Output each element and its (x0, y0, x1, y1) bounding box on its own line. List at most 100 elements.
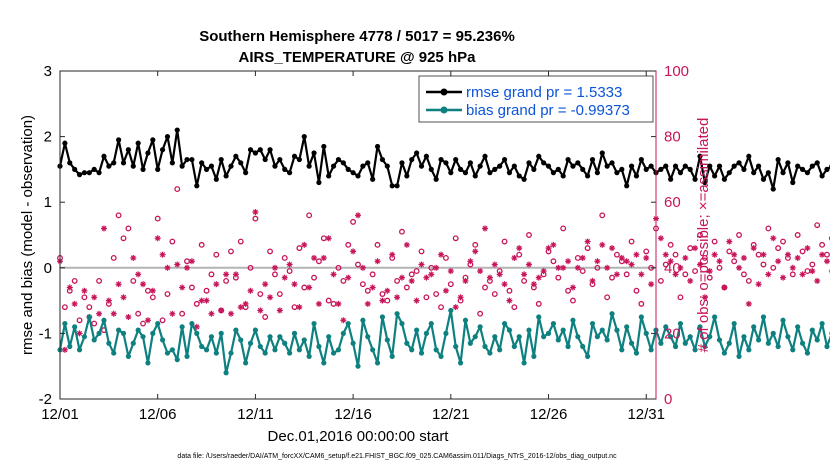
rmse-point (755, 163, 762, 169)
rmse-point (804, 170, 811, 176)
obs-possible-point (526, 232, 532, 238)
obs-assimilated-point (540, 268, 547, 275)
bias-point (428, 320, 434, 327)
obs-assimilated-point (81, 287, 88, 294)
rmse-point (506, 170, 513, 176)
x-tick-label: 12/21 (432, 406, 470, 423)
bias-point (580, 343, 586, 350)
rmse-point (96, 170, 102, 176)
obs-possible-point (501, 238, 508, 245)
obs-assimilated-point (247, 287, 254, 294)
obs-assimilated-point (496, 271, 503, 278)
rmse-point (638, 156, 644, 163)
obs-possible-point (159, 317, 166, 324)
bias-point (399, 320, 405, 327)
obs-possible-point (565, 287, 572, 294)
obs-assimilated-point (814, 277, 821, 284)
rmse-point (648, 163, 654, 169)
obs-possible-point (731, 258, 738, 265)
rmse-point (174, 127, 180, 133)
bias-point (360, 317, 366, 323)
bias-point (409, 347, 415, 353)
bias-point (780, 317, 786, 323)
rmse-point (677, 170, 684, 176)
bias-point (511, 343, 517, 350)
rmse-point (365, 160, 371, 166)
bias-point (716, 337, 723, 343)
obs-possible-point (584, 245, 591, 252)
obs-assimilated-point (140, 281, 147, 288)
obs-possible-point (228, 248, 234, 255)
y-tick-label: 0 (44, 260, 52, 277)
rmse-point (394, 183, 400, 189)
obs-possible-point (306, 212, 313, 219)
rmse-point (81, 170, 88, 176)
rmse-point (316, 179, 322, 186)
obs-possible-point (701, 255, 708, 261)
y-tick-label: -2 (39, 391, 52, 408)
bias-point (594, 334, 600, 340)
obs-assimilated-point (501, 281, 508, 288)
bias-point (550, 320, 557, 327)
obs-assimilated-point (589, 277, 596, 284)
bias-point (687, 334, 693, 340)
x-axis-ticks: 12/01 12/06 12/11 12/16 12/21 12/26 12/31 (41, 71, 665, 423)
rmse-point (399, 160, 405, 166)
obs-assimilated-point (369, 284, 376, 291)
obs-possible-point (394, 277, 401, 284)
obs-assimilated-point (394, 294, 401, 301)
obs-possible-point (188, 284, 195, 291)
obs-possible-point (135, 310, 142, 317)
rmse-point (218, 156, 224, 163)
rmse-point (682, 163, 688, 169)
obs-assimilated-point (164, 264, 171, 271)
obs-assimilated-point (125, 314, 132, 320)
obs-possible-point (560, 225, 567, 232)
obs-possible-point (262, 314, 269, 320)
rmse-point (614, 170, 620, 176)
rmse-point (208, 163, 215, 169)
obs-assimilated-point (721, 284, 728, 291)
bias-point (453, 343, 459, 350)
obs-assimilated-point (257, 307, 264, 314)
bias-point (179, 324, 185, 330)
obs-assimilated-point (384, 287, 391, 294)
obs-assimilated-point (335, 300, 342, 307)
rmse-point (150, 137, 156, 143)
bias-point (389, 353, 395, 359)
rmse-point (741, 166, 747, 172)
legend-box (418, 75, 654, 123)
obs-possible-point (257, 291, 264, 297)
bias-point (741, 334, 747, 340)
obs-assimilated-point (477, 268, 484, 275)
obs-possible-point (384, 297, 391, 304)
obs-possible-point (789, 271, 796, 278)
obs-possible-point (662, 261, 669, 268)
obs-assimilated-point (442, 287, 449, 294)
bias-point (150, 330, 156, 336)
obs-possible-point (672, 251, 679, 258)
bias-point (355, 363, 361, 369)
bias-point (340, 330, 346, 336)
obs-assimilated-point (286, 261, 293, 268)
obs-assimilated-point (232, 271, 239, 278)
obs-assimilated-point (61, 346, 68, 353)
y-tick-label: 3 (44, 63, 52, 80)
obs-possible-point (447, 281, 454, 288)
y-tick-label: 1 (44, 194, 52, 211)
rmse-point (326, 173, 332, 179)
bias-point (86, 314, 92, 320)
obs-assimilated-point (359, 264, 366, 271)
bias-point (174, 357, 180, 363)
obs-possible-point (174, 186, 181, 193)
rmse-point (477, 163, 483, 169)
rmse-point (213, 176, 219, 182)
rmse-point (272, 163, 278, 169)
bias-point (501, 320, 508, 327)
bias-point (223, 370, 229, 376)
obs-assimilated-point (130, 254, 137, 261)
bias-point (379, 314, 386, 320)
obs-assimilated-point (765, 271, 772, 278)
obs-possible-point (403, 284, 410, 291)
bias-point (418, 350, 425, 356)
